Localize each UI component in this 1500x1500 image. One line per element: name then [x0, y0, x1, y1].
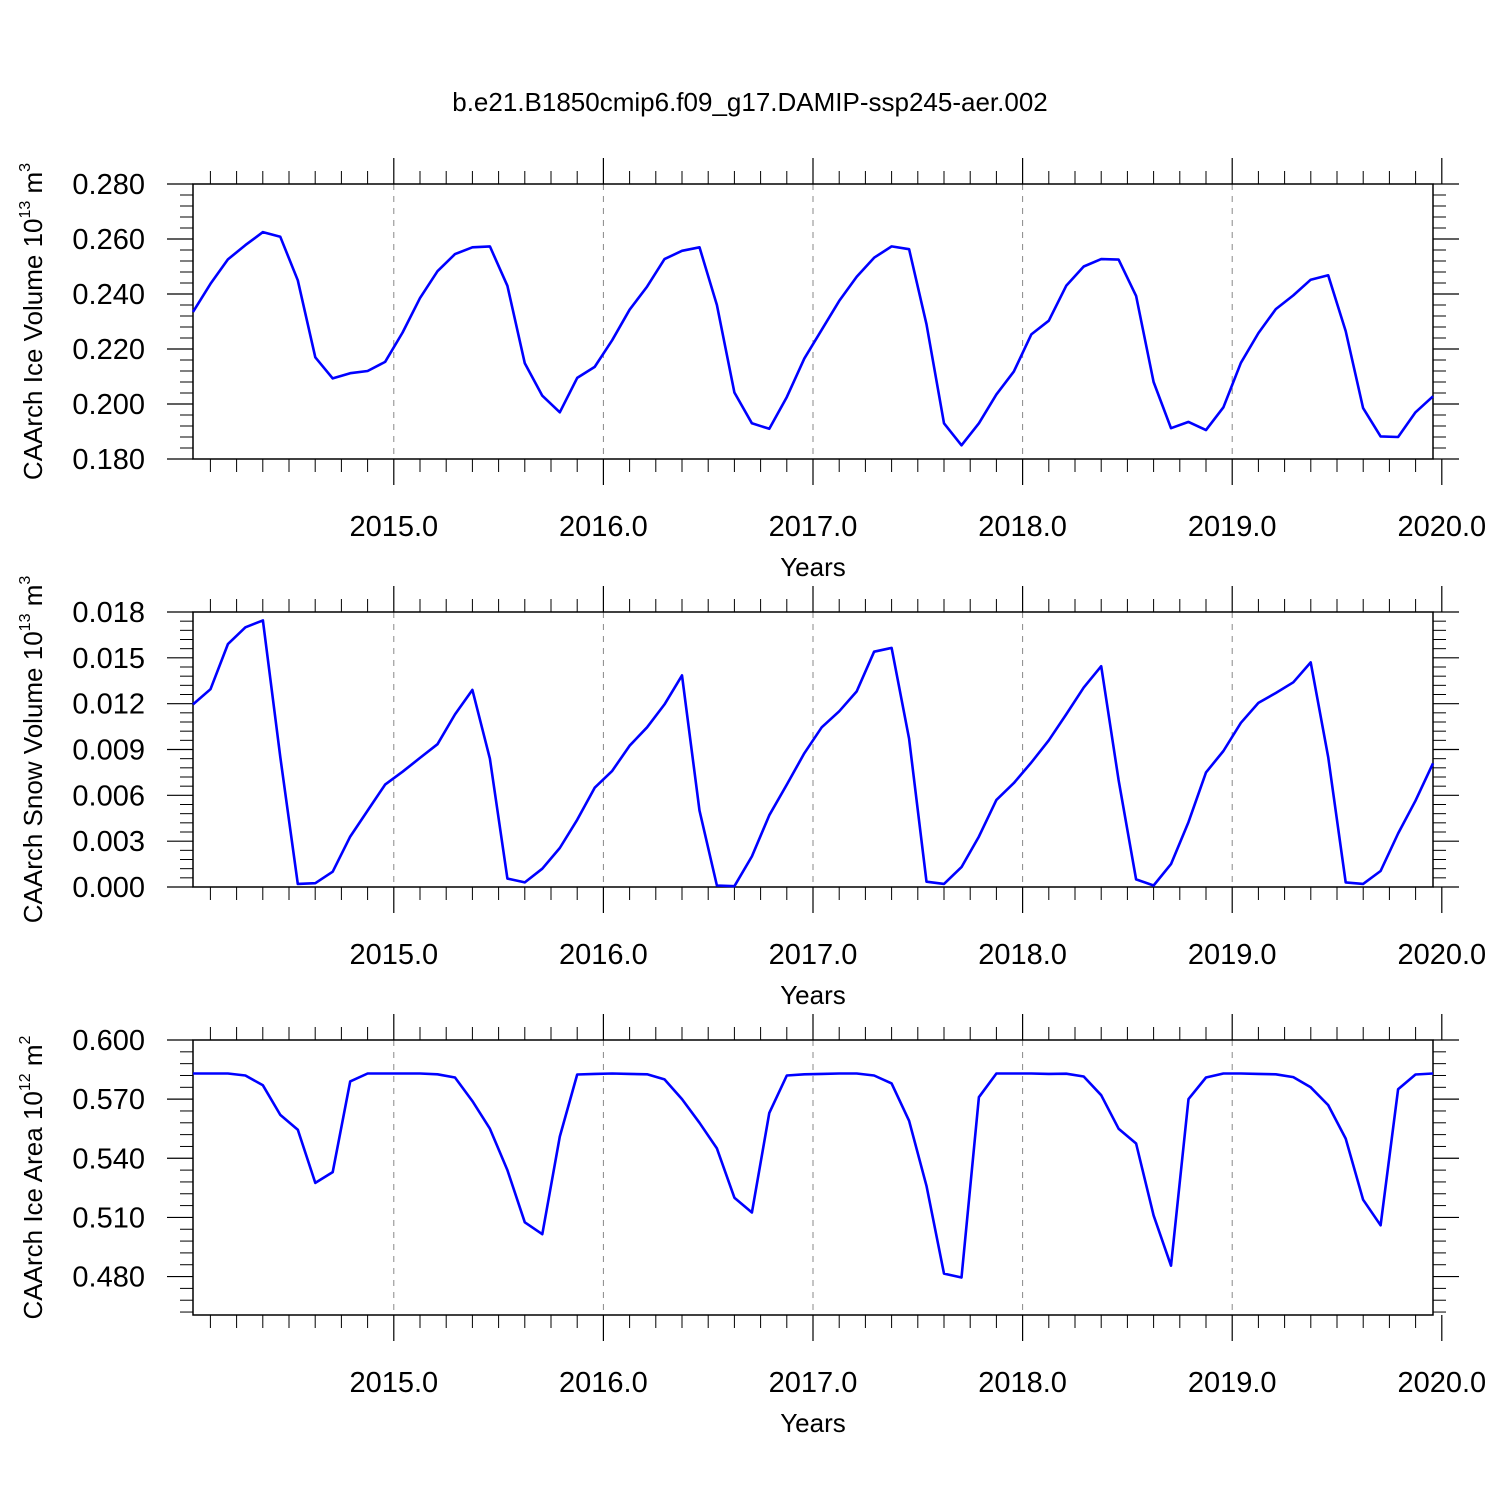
y-axis-label-unit: m: [18, 585, 48, 614]
y-tick-label: 0.180: [72, 444, 145, 476]
y-tick-label: 0.000: [72, 872, 145, 904]
y-tick-label: 0.240: [72, 279, 145, 311]
x-gridlines: [393, 612, 1233, 887]
y-tick-label: 0.510: [72, 1202, 145, 1234]
x-tick-label: 2020.0: [1397, 1367, 1486, 1399]
y-tick-label: 0.015: [72, 643, 145, 675]
plot-frame: [192, 611, 1434, 888]
y-axis-label-unit: m: [18, 1044, 48, 1073]
x-tick-label: 2020.0: [1397, 511, 1486, 543]
major-ticks: [167, 158, 1459, 485]
x-axis-label: Years: [780, 1408, 846, 1438]
plot-frame: [192, 183, 1434, 460]
x-tick-label: 2016.0: [559, 511, 648, 543]
x-tick-label: 2019.0: [1188, 939, 1277, 971]
x-tick-label: 2015.0: [349, 939, 438, 971]
x-axis-label: Years: [780, 980, 846, 1010]
y-axis-label: CAArch Snow Volume 1013 m3: [17, 576, 48, 924]
x-tick-label: 2018.0: [978, 511, 1067, 543]
y-tick-label: 0.018: [72, 597, 145, 629]
series-line-ice-area: [193, 1072, 1434, 1279]
major-ticks: [167, 1014, 1459, 1341]
y-tick-label: 0.260: [72, 224, 145, 256]
y-tick-label: 0.540: [72, 1143, 145, 1175]
y-tick-label: 0.480: [72, 1262, 145, 1294]
y-axis-label-exponent: 13: [17, 613, 34, 631]
y-tick-label: 0.200: [72, 389, 145, 421]
y-axis-label: CAArch Ice Area 1012 m2: [17, 1035, 48, 1319]
plot-frame: [192, 1039, 1434, 1316]
series-line-snow-volume: [192, 619, 1435, 888]
y-tick-labels: 0.480 0.510 0.540 0.570 0.600: [72, 1025, 145, 1294]
y-axis-label-text: CAArch Ice Area 10: [18, 1091, 48, 1319]
x-tick-label: 2018.0: [978, 1367, 1067, 1399]
y-axis-label-exponent: 13: [17, 201, 34, 219]
x-tick-label: 2019.0: [1188, 1367, 1277, 1399]
x-tick-label: 2015.0: [349, 1367, 438, 1399]
main-title: b.e21.B1850cmip6.f09_g17.DAMIP-ssp245-ae…: [452, 87, 1048, 117]
y-tick-labels: 0.000 0.003 0.006 0.009 0.012 0.015 0.018: [72, 597, 145, 904]
x-axis-label: Years: [780, 552, 846, 582]
y-tick-label: 0.570: [72, 1084, 145, 1116]
x-tick-label: 2016.0: [559, 1367, 648, 1399]
x-gridlines: [393, 184, 1233, 459]
y-axis-label-unit: m: [18, 172, 48, 201]
y-tick-label: 0.012: [72, 689, 145, 721]
x-tick-label: 2017.0: [769, 511, 858, 543]
x-tick-label: 2017.0: [769, 1367, 858, 1399]
y-axis-label-text: CAArch Snow Volume 10: [18, 631, 48, 923]
y-axis-label-text: CAArch Ice Volume 10: [18, 219, 48, 481]
x-tick-labels: 2015.0 2016.0 2017.0 2018.0 2019.0 2020.0: [349, 1367, 1486, 1399]
major-ticks: [167, 586, 1459, 913]
x-gridlines: [393, 1040, 1233, 1315]
x-tick-label: 2018.0: [978, 939, 1067, 971]
y-axis-label-exponent: 12: [17, 1073, 34, 1091]
x-tick-label: 2017.0: [769, 939, 858, 971]
y-tick-label: 0.220: [72, 334, 145, 366]
x-tick-label: 2020.0: [1397, 939, 1486, 971]
y-axis-label-unit-exponent: 2: [17, 1035, 34, 1044]
x-tick-label: 2016.0: [559, 939, 648, 971]
y-tick-label: 0.003: [72, 826, 145, 858]
y-axis-label: CAArch Ice Volume 1013 m3: [17, 163, 48, 480]
x-tick-label: 2015.0: [349, 511, 438, 543]
y-tick-label: 0.006: [72, 780, 145, 812]
x-tick-labels: 2015.0 2016.0 2017.0 2018.0 2019.0 2020.0: [349, 939, 1486, 971]
y-tick-label: 0.280: [72, 169, 145, 201]
y-axis-label-unit-exponent: 3: [17, 576, 34, 585]
series-line-ice-volume: [191, 230, 1434, 447]
y-tick-label: 0.600: [72, 1025, 145, 1057]
y-tick-label: 0.009: [72, 735, 145, 767]
panel-snow-volume: 0.000 0.003 0.006 0.009 0.012 0.015 0.018 2015…: [17, 576, 1486, 1010]
y-axis-label-unit-exponent: 3: [17, 163, 34, 172]
x-tick-labels: 2015.0 2016.0 2017.0 2018.0 2019.0 2020.0: [349, 511, 1486, 543]
x-tick-label: 2019.0: [1188, 511, 1277, 543]
minor-ticks: [180, 1027, 1446, 1328]
y-tick-labels: 0.180 0.200 0.220 0.240 0.260 0.280: [72, 169, 145, 476]
minor-ticks: [180, 599, 1446, 900]
minor-ticks: [180, 171, 1446, 472]
